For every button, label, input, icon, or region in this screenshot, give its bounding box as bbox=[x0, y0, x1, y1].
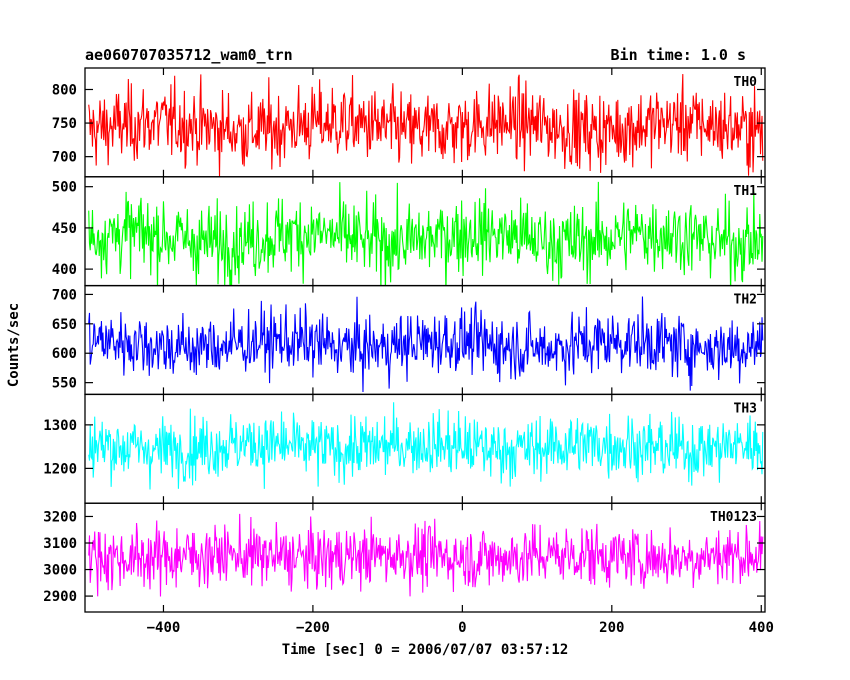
bin-time-label: Bin time: 1.0 s bbox=[611, 46, 746, 64]
y-tick-label: 3100 bbox=[43, 536, 77, 552]
y-axis-label: Counts/sec bbox=[6, 303, 22, 387]
y-tick-label: 1200 bbox=[43, 461, 77, 477]
series-line-th2 bbox=[88, 296, 764, 393]
y-tick-label: 500 bbox=[52, 180, 77, 196]
y-tick-label: 3200 bbox=[43, 509, 77, 525]
panel-th0: 700 750 800 TH0 bbox=[52, 67, 766, 178]
panel-label-th2: TH2 bbox=[734, 293, 757, 308]
x-axis-label: Time [sec] 0 = 2006/07/07 03:57:12 bbox=[282, 642, 569, 658]
x-tick-label: 200 bbox=[599, 620, 624, 636]
panel-label-th0123: TH0123 bbox=[710, 510, 757, 525]
panel-th2: 550 600 650 700 TH2 bbox=[52, 284, 766, 396]
x-tick-label: 0 bbox=[458, 620, 466, 636]
y-tick-label: 750 bbox=[52, 116, 77, 132]
series-line-th0 bbox=[88, 74, 764, 177]
y-tick-label: 450 bbox=[52, 221, 77, 237]
series-line-th3 bbox=[88, 402, 764, 490]
panel-th0123: 2900 3000 3100 3200 TH0123 bbox=[43, 502, 766, 613]
panel-label-th1: TH1 bbox=[734, 184, 758, 199]
y-tick-label: 650 bbox=[52, 317, 77, 333]
series-line-th0123 bbox=[88, 513, 764, 597]
y-tick-label: 2900 bbox=[43, 589, 77, 605]
y-tick-label: 3000 bbox=[43, 563, 77, 579]
y-tick-label: 800 bbox=[52, 82, 77, 98]
panel-th3: 1200 1300 TH3 bbox=[43, 393, 766, 504]
x-tick-label: −400 bbox=[147, 620, 181, 636]
panel-frame bbox=[84, 502, 766, 613]
x-tick-label: −200 bbox=[296, 620, 330, 636]
y-tick-label: 1300 bbox=[43, 418, 77, 434]
panel-th1: 400 450 500 TH1 bbox=[52, 176, 766, 287]
x-tick-label: 400 bbox=[749, 620, 774, 636]
y-tick-label: 400 bbox=[52, 262, 77, 278]
y-tick-label: 600 bbox=[52, 346, 77, 362]
series-line-th1 bbox=[88, 181, 764, 286]
y-tick-label: 550 bbox=[52, 376, 77, 392]
panels-layer: 700 750 800 TH0 400 450 500 TH1 550 600 650 700 TH2 1… bbox=[43, 67, 766, 613]
x-axis: −400 −200 0 200 400 bbox=[147, 620, 774, 636]
y-tick-label: 700 bbox=[52, 287, 77, 303]
panel-label-th0: TH0 bbox=[734, 75, 758, 90]
panel-label-th3: TH3 bbox=[734, 401, 757, 416]
chart-title: ae060707035712_wam0_trn bbox=[85, 46, 293, 64]
y-tick-label: 700 bbox=[52, 150, 77, 166]
